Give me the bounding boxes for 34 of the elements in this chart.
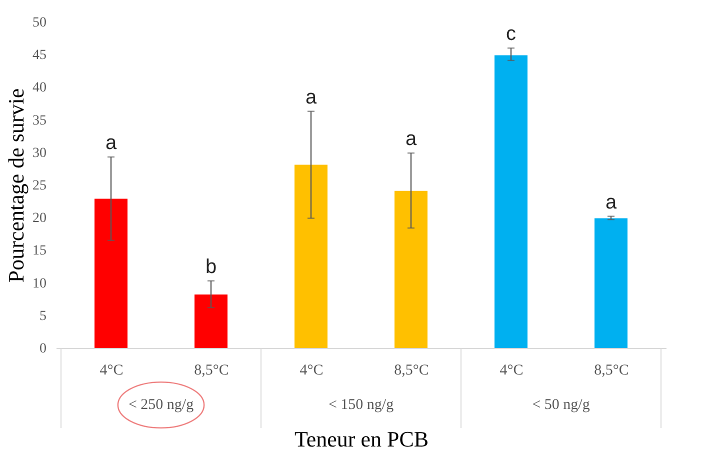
bar [394, 190, 428, 348]
x-tick-label: 4°C [300, 362, 324, 378]
y-tick-label: 50 [32, 16, 46, 30]
y-tick-label: 35 [32, 113, 46, 128]
bar [94, 198, 128, 348]
data-label: b [205, 256, 217, 278]
bar [294, 164, 328, 348]
data-label: a [105, 132, 118, 154]
data-label: a [305, 86, 318, 108]
data-label: c [506, 23, 516, 46]
y-axis-title: Pourcentage de survie [4, 88, 28, 283]
data-label: a [405, 128, 418, 150]
x-tick-label: 4°C [500, 362, 524, 378]
y-tick-label: 25 [32, 178, 46, 194]
y-tick-label: 40 [32, 80, 46, 96]
text: < 250 ng/g [128, 397, 194, 413]
x-tick-label: 4°C [100, 362, 124, 378]
data-label: a [605, 191, 618, 214]
y-tick-label: 30 [32, 146, 46, 161]
x-tick-label: 8,5°C [394, 362, 429, 378]
bar [594, 218, 628, 348]
y-tick-label: 15 [32, 244, 46, 259]
x-axis-title: Teneur en PCB [294, 426, 429, 449]
y-tick-label: 45 [32, 48, 46, 64]
y-tick-label: 0 [40, 342, 46, 356]
y-tick-label: 10 [32, 276, 46, 292]
x-tick-label: 8,5°C [194, 362, 229, 378]
y-tick-label: 5 [40, 308, 46, 324]
text: < 50 ng/g [532, 397, 590, 413]
bar [494, 55, 528, 348]
bar [194, 294, 228, 348]
x-tick-label: 8,5°C [594, 362, 629, 378]
text: < 150 ng/g [328, 397, 394, 413]
y-tick-label: 20 [32, 211, 46, 226]
